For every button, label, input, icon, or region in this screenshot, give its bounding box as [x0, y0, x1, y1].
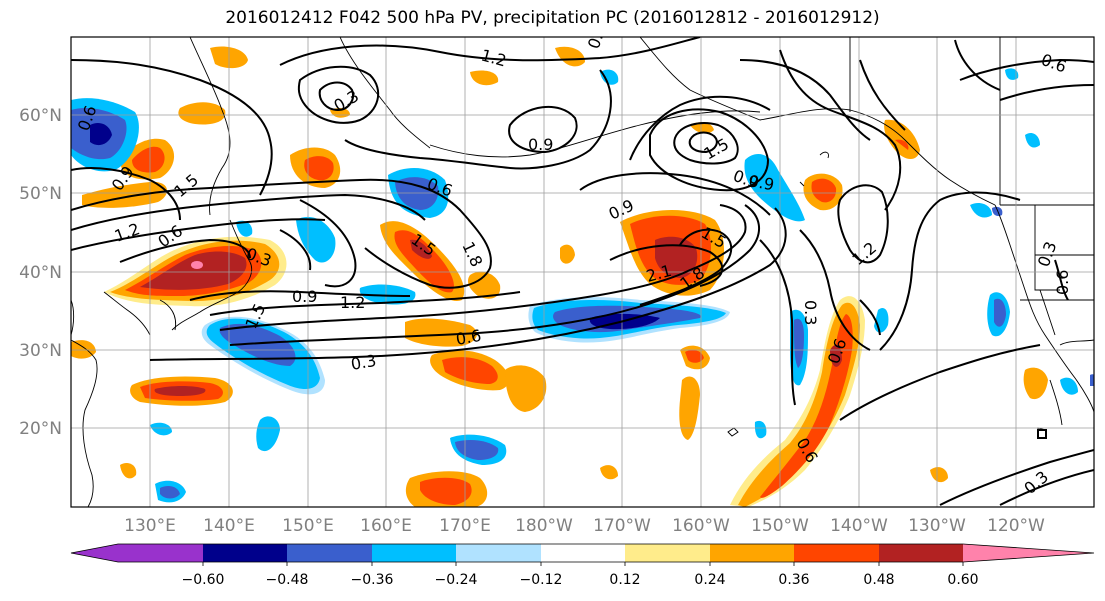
colorbar-segment	[456, 544, 541, 562]
lon-label: 130°W	[908, 516, 966, 536]
lon-label: 140°W	[830, 516, 888, 536]
colorbar-segment	[372, 544, 456, 562]
map-panel: 1.2 0.6 0.3 0.9 1.5 0.9 0.6 1.2 0.6 0.3 …	[71, 37, 1094, 507]
colorbar-segment	[710, 544, 794, 562]
colorbar-tick-label: 0.36	[778, 572, 809, 588]
colorbar-segment	[541, 544, 625, 562]
colorbar-tick-label: −0.48	[266, 572, 309, 588]
colorbar-tick-label: 0.60	[947, 572, 978, 588]
colorbar-tick-label: 0.12	[609, 572, 640, 588]
contour-label: 0.9	[292, 287, 317, 306]
contour-label: 1.2	[340, 293, 365, 312]
lat-label: 60°N	[19, 106, 62, 126]
colorbar-segment	[118, 544, 203, 562]
map-title: 2016012412 F042 500 hPa PV, precipitatio…	[225, 8, 880, 28]
map-frame	[70, 36, 1095, 508]
lat-label: 40°N	[19, 263, 62, 283]
lon-label: 180°W	[515, 516, 573, 536]
colorbar-tick-label: 0.48	[863, 572, 894, 588]
colorbar-extend-min	[71, 544, 118, 562]
lon-label: 170°E	[439, 516, 491, 536]
colorbar: −0.60 −0.48 −0.36 −0.24 −0.12 0.12 0.24 …	[70, 543, 1095, 588]
contour-label: 0.3	[801, 300, 820, 325]
lat-label: 30°N	[19, 341, 62, 361]
lon-label: 150°W	[751, 516, 809, 536]
colorbar-tick-label: −0.24	[435, 572, 478, 588]
lat-label: 50°N	[19, 184, 62, 204]
contour-label: 0.3	[349, 351, 377, 374]
colorbar-tick-label: 0.24	[694, 572, 725, 588]
lon-label: 120°W	[987, 516, 1045, 536]
contour-label: 0.6	[454, 326, 482, 349]
colorbar-segment	[794, 544, 879, 562]
pv-contours	[71, 37, 1094, 506]
colorbar-outline	[70, 543, 1095, 563]
contour-label: 0.9	[747, 171, 775, 194]
lat-label: 20°N	[19, 419, 62, 439]
latitude-labels: 60°N 50°N 40°N 30°N 20°N	[19, 106, 62, 439]
colorbar-segment	[287, 544, 372, 562]
lon-label: 160°W	[672, 516, 730, 536]
colorbar-segment	[625, 544, 710, 562]
lon-label: 160°E	[360, 516, 412, 536]
colorbar-extend-max	[963, 544, 1094, 562]
colorbar-segment	[879, 544, 963, 562]
coastlines	[71, 37, 1094, 507]
colorbar-tick-label: −0.60	[182, 572, 225, 588]
lon-label: 170°W	[593, 516, 651, 536]
contour-label: 0.9	[528, 135, 553, 154]
colorbar-segment	[203, 544, 287, 562]
lon-label: 150°E	[282, 516, 334, 536]
lon-label: 130°E	[124, 516, 176, 536]
colorbar-tick-label: −0.36	[351, 572, 394, 588]
lon-label: 140°E	[203, 516, 255, 536]
contour-label: 0.6	[1053, 270, 1072, 295]
longitude-labels: 130°E 140°E 150°E 160°E 170°E 180°W 170°…	[124, 516, 1045, 536]
colorbar-tick-label: −0.12	[520, 572, 563, 588]
